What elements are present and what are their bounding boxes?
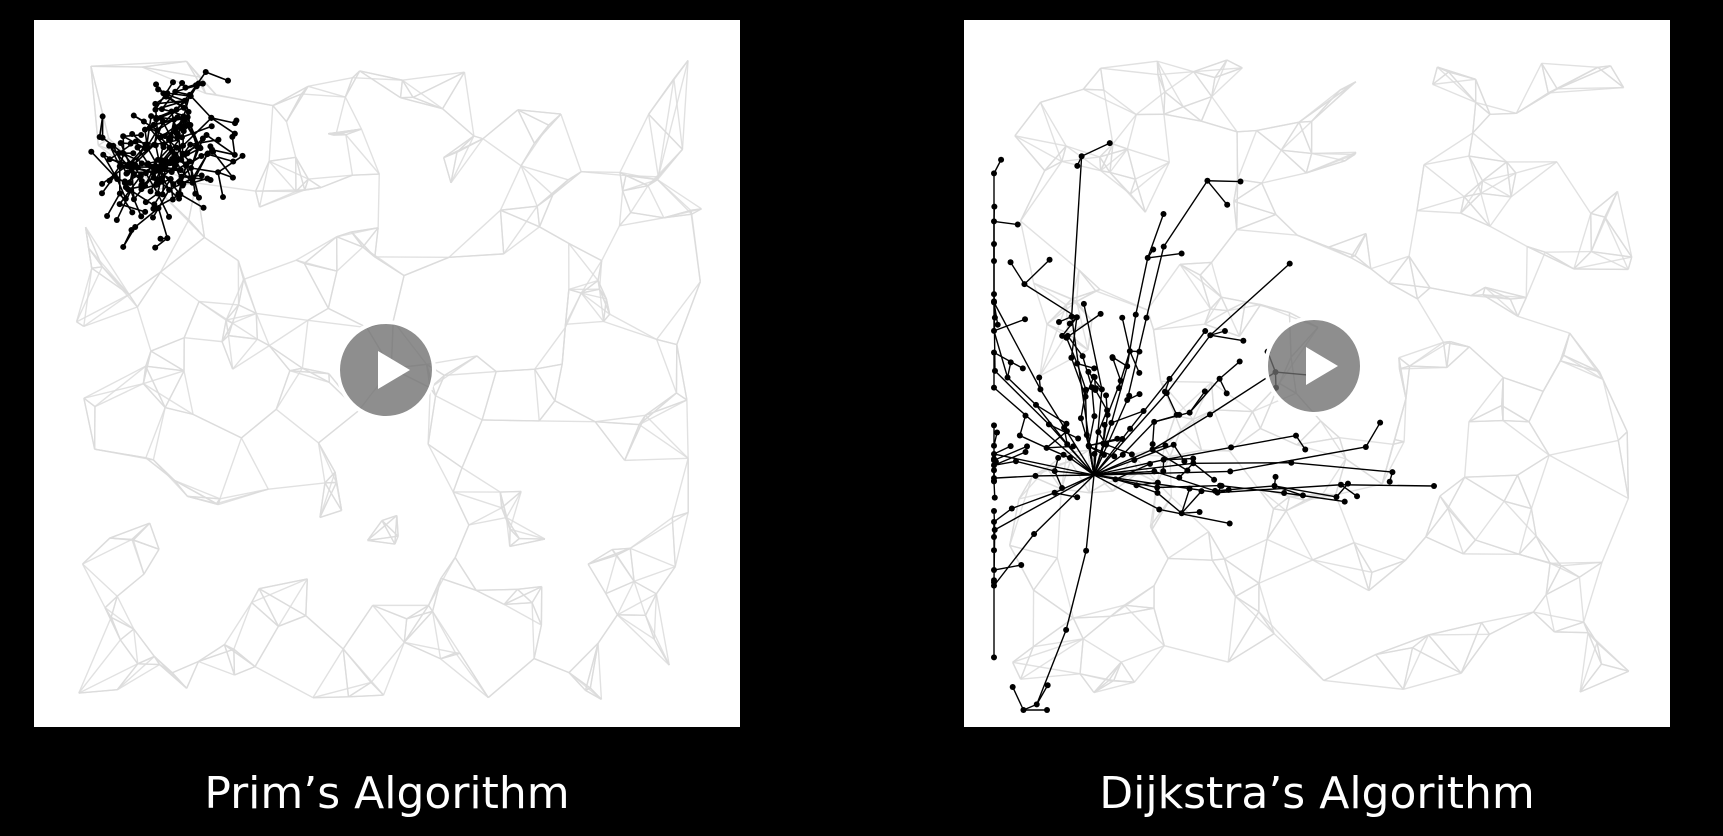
prim-graph-visualization bbox=[75, 60, 702, 700]
dijkstra-caption: Dijkstra’s Algorithm bbox=[1099, 768, 1535, 819]
prim-video-panel[interactable] bbox=[34, 20, 740, 727]
background-graph-edges bbox=[75, 60, 702, 700]
dijkstra-tree-edges bbox=[991, 140, 1437, 713]
prim-caption: Prim’s Algorithm bbox=[204, 768, 570, 819]
play-icon bbox=[1306, 347, 1338, 385]
play-button-dijkstra[interactable] bbox=[1264, 316, 1364, 416]
play-icon bbox=[378, 351, 410, 389]
prim-tree-edges bbox=[88, 68, 246, 251]
play-button-prim[interactable] bbox=[336, 320, 436, 420]
